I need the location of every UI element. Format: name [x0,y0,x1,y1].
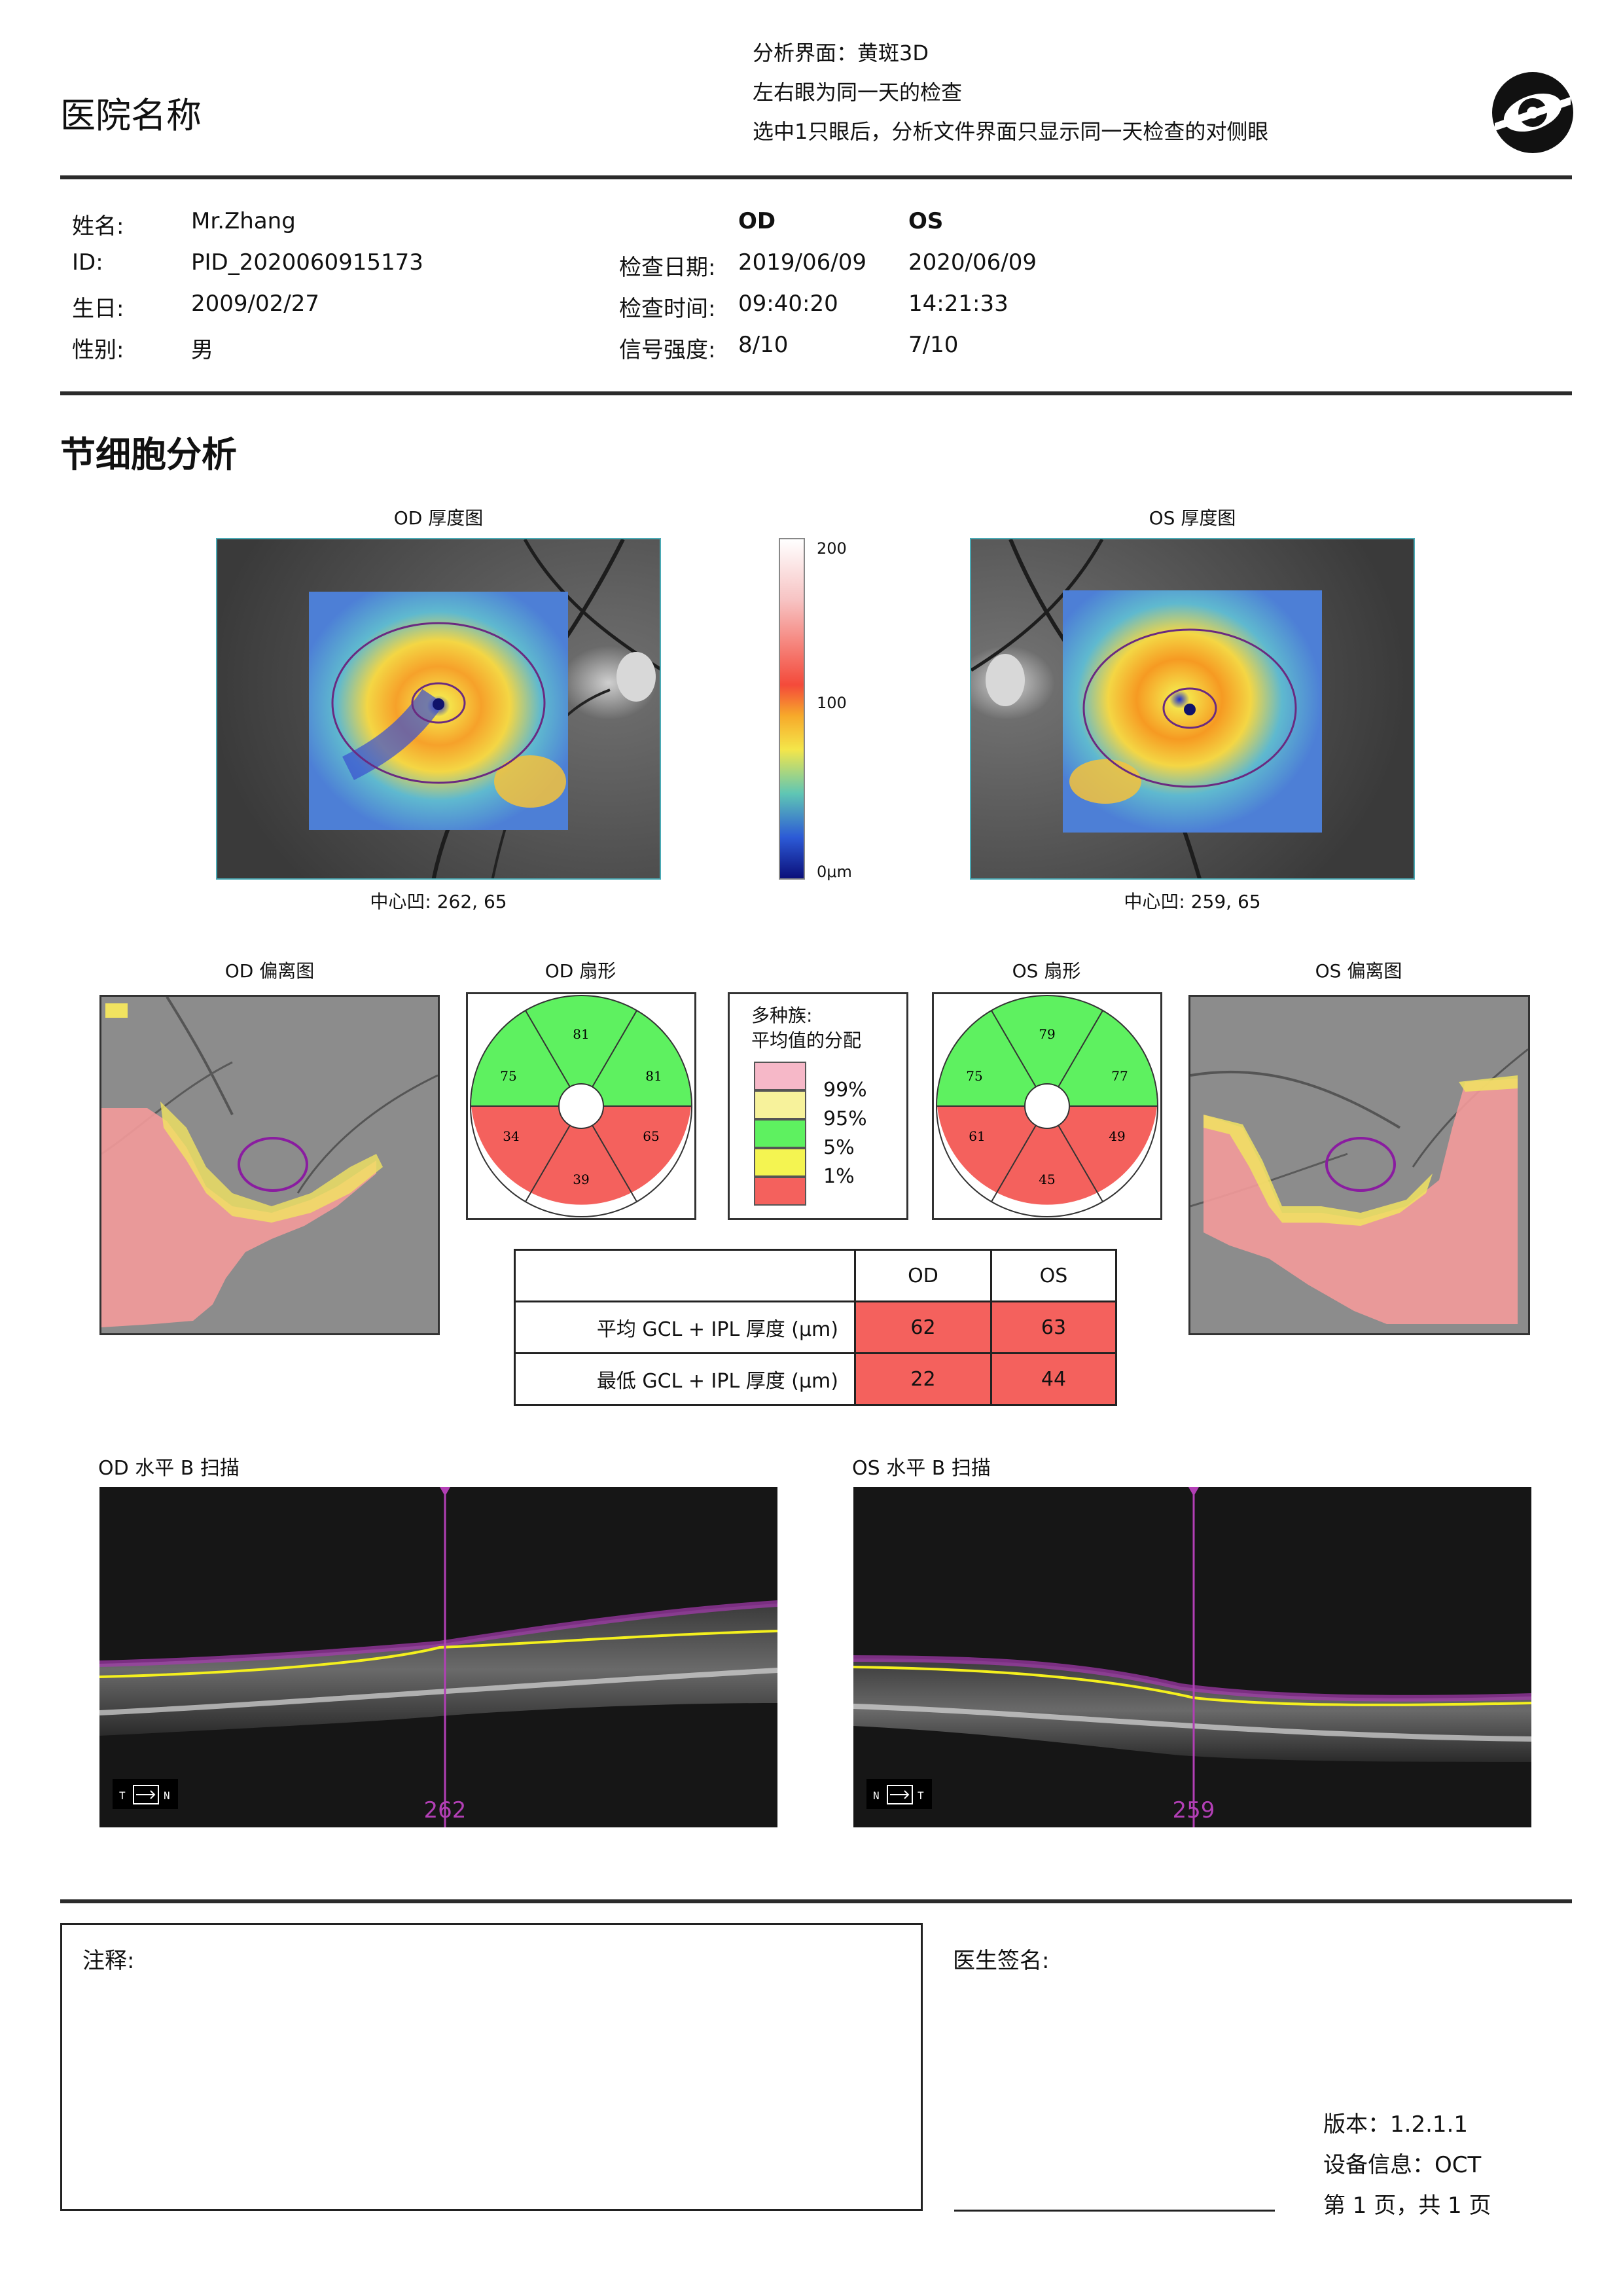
page-number: 第 1 页，共 1 页 [1323,2193,1491,2219]
minimum-thickness-label: 最低 GCL + IPL 厚度 (μm) [514,1352,856,1406]
legend-label-99: 99% [823,1079,867,1102]
os-deviation-title: OS 偏离图 [1315,960,1402,982]
od-deviation-map [99,995,440,1335]
od-column-header: OD [738,208,776,234]
signature-line[interactable] [954,2210,1275,2212]
exam-date-label: 检查日期: [619,255,716,281]
od-sector-bottom: 39 [573,1172,589,1187]
legend-swatch-5-95 [754,1119,806,1148]
results-header-empty [514,1249,856,1302]
signal-label: 信号强度: [619,337,716,363]
dob-label: 生日: [72,296,124,322]
od-sector-upper-right: 81 [645,1068,662,1084]
od-bscan-image: 262 T N [99,1487,777,1827]
sex-label: 性别: [72,337,124,363]
patient-divider [60,391,1572,395]
os-thickness-map [970,538,1415,880]
od-sector-lower-right: 65 [643,1128,659,1144]
od-bscan-position: 262 [424,1797,467,1823]
header-note-same-day: 左右眼为同一天的检查 [753,80,963,105]
os-fovea-coords: 中心凹: 259, 65 [1124,891,1261,912]
os-deviation-map [1188,995,1530,1335]
signal-od: 8/10 [738,332,789,358]
device-info: 设备信息：OCT [1323,2152,1482,2178]
legend-label-5: 5% [823,1136,855,1159]
os-thickness-title: OS 厚度图 [1149,507,1236,529]
id-value: PID_2020060915173 [191,249,423,276]
header-note-analysis: 分析界面：黄斑3D [753,41,929,65]
os-sector-lower-left: 61 [969,1128,985,1144]
legend-swatch-95-99 [754,1090,806,1119]
os-sector-top: 79 [1039,1026,1055,1042]
os-sector-title: OS 扇形 [1012,960,1081,982]
exam-time-os: 14:21:33 [908,291,1008,317]
od-orient-left: T [119,1789,126,1802]
os-sector-panel: 79 75 77 61 49 45 [932,992,1162,1220]
thickness-colorbar [779,538,805,880]
legend-label-95: 95% [823,1107,867,1130]
header-divider [60,175,1572,179]
od-thickness-map [216,538,661,880]
os-column-header: OS [908,208,944,234]
signal-os: 7/10 [908,332,959,358]
gcl-ipl-results-table: OD OS 平均 GCL + IPL 厚度 (μm) 62 63 最低 GCL … [514,1249,1118,1406]
exam-time-label: 检查时间: [619,296,716,322]
od-deviation-title: OD 偏离图 [224,960,315,982]
od-thickness-title: OD 厚度图 [393,507,484,529]
hospital-name: 医院名称 [60,95,202,136]
name-label: 姓名: [72,213,124,240]
od-sector-upper-left: 75 [500,1068,516,1084]
legend-swatch-1-5 [754,1148,806,1177]
os-sector-upper-right: 77 [1111,1068,1128,1084]
exam-date-od: 2019/06/09 [738,249,866,276]
minimum-thickness-os: 44 [990,1352,1118,1406]
results-header-od: OD [854,1249,992,1302]
results-row-average: 平均 GCL + IPL 厚度 (μm) 62 63 [514,1300,1118,1354]
eye-logo-icon [1492,72,1573,153]
sex-value: 男 [191,337,213,363]
exam-date-os: 2020/06/09 [908,249,1037,276]
os-orient-right: T [918,1789,924,1802]
os-sector-lower-right: 49 [1109,1128,1125,1144]
average-thickness-os: 63 [990,1300,1118,1354]
legend-swatch-gt99 [754,1062,806,1090]
legend-title-line2: 平均值的分配 [751,1030,862,1051]
os-bscan-image: 259 N T [853,1487,1531,1827]
minimum-thickness-od: 22 [854,1352,992,1406]
header-note-contralateral: 选中1只眼后，分析文件界面只显示同一天检查的对侧眼 [753,119,1269,144]
average-thickness-od: 62 [854,1300,992,1354]
notes-label: 注释: [82,1948,135,1974]
colorbar-min: 0μm [817,863,852,881]
od-sector-title: OD 扇形 [544,960,616,982]
footer-divider [60,1899,1572,1903]
os-bscan-title: OS 水平 B 扫描 [852,1457,991,1480]
section-title: 节细胞分析 [60,434,237,475]
name-value: Mr.Zhang [191,208,296,234]
version-info: 版本：1.2.1.1 [1323,2111,1468,2138]
os-sector-upper-left: 75 [966,1068,982,1084]
results-header-os: OS [990,1249,1118,1302]
results-row-minimum: 最低 GCL + IPL 厚度 (μm) 22 44 [514,1352,1118,1406]
exam-time-od: 09:40:20 [738,291,838,317]
legend-label-1: 1% [823,1165,855,1188]
od-fovea-coords: 中心凹: 262, 65 [370,891,507,912]
os-sector-bottom: 45 [1039,1172,1055,1187]
colorbar-max: 200 [817,539,847,558]
colorbar-mid: 100 [817,694,847,712]
os-bscan-position: 259 [1173,1797,1215,1823]
od-sector-panel: 81 75 81 34 65 39 [466,992,696,1220]
od-sector-lower-left: 34 [503,1128,519,1144]
od-orient-right: N [164,1789,170,1802]
results-header-row: OD OS [514,1249,1118,1302]
legend-swatch-lt1 [754,1177,806,1206]
notes-box[interactable] [60,1923,923,2211]
od-sector-top: 81 [573,1026,589,1042]
signature-label: 医生签名: [953,1948,1050,1974]
id-label: ID: [72,249,103,276]
od-bscan-title: OD 水平 B 扫描 [98,1457,240,1480]
average-thickness-label: 平均 GCL + IPL 厚度 (μm) [514,1300,856,1354]
legend-title-line1: 多种族: [751,1005,813,1026]
dob-value: 2009/02/27 [191,291,319,317]
os-orient-left: N [873,1789,880,1802]
